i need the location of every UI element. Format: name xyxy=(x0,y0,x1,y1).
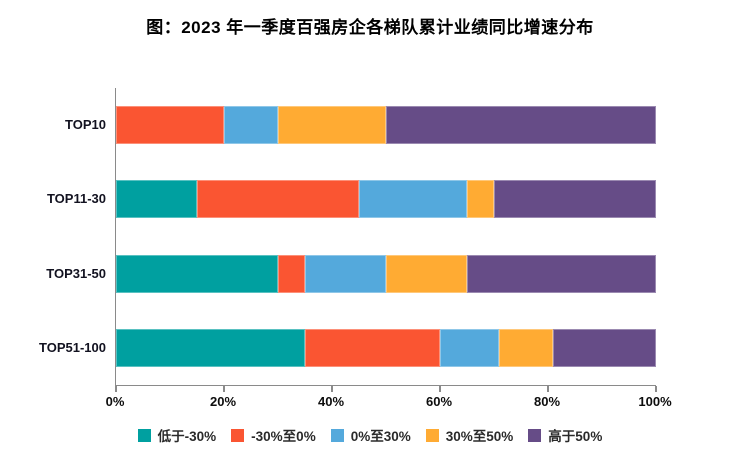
legend-label: 30%至50% xyxy=(445,429,514,444)
x-tick-mark xyxy=(547,386,549,392)
bar-segment xyxy=(494,180,656,219)
bar-segment xyxy=(386,106,656,145)
legend-swatch-icon xyxy=(330,428,344,442)
bar-row xyxy=(116,254,656,293)
legend-swatch-icon xyxy=(528,428,542,442)
bar-segment xyxy=(305,328,440,367)
x-tick-label: 0% xyxy=(105,394,125,409)
bar-segment xyxy=(499,328,554,367)
bar-segment xyxy=(467,254,656,293)
x-tick-label: 40% xyxy=(317,394,345,409)
bar-row xyxy=(116,106,656,145)
legend-swatch-icon xyxy=(425,428,439,442)
bar-segment xyxy=(197,180,359,219)
bar-segment xyxy=(278,106,386,145)
legend-swatch-icon xyxy=(137,428,151,442)
legend-swatch-icon xyxy=(231,428,245,442)
bar-segment xyxy=(278,254,305,293)
bar-segment xyxy=(386,254,467,293)
bar-segment xyxy=(116,106,224,145)
legend-item: -30%至0% xyxy=(231,425,316,445)
x-tick-label: 60% xyxy=(425,394,453,409)
x-tick-mark xyxy=(331,386,333,392)
bar-segment xyxy=(467,180,494,219)
bar-segment xyxy=(553,328,656,367)
bar-segment xyxy=(224,106,278,145)
bar-segment xyxy=(359,180,467,219)
x-tick-mark xyxy=(439,386,441,392)
bar-segment xyxy=(116,328,305,367)
legend-item: 0%至30% xyxy=(330,425,411,445)
plot-area xyxy=(115,88,656,386)
legend-label: 0%至30% xyxy=(350,429,411,444)
legend-label: 低于-30% xyxy=(157,429,217,444)
bar-segment xyxy=(116,180,197,219)
legend-label: 高于50% xyxy=(548,429,603,444)
x-tick-mark xyxy=(115,386,117,392)
chart-title: 图：2023 年一季度百强房企各梯队累计业绩同比增速分布 xyxy=(146,18,594,37)
bar-row xyxy=(116,328,656,367)
x-tick-label: 100% xyxy=(638,394,672,409)
x-tick-label: 80% xyxy=(533,394,561,409)
x-tick-mark xyxy=(223,386,225,392)
category-label: TOP11-30 xyxy=(46,191,106,207)
legend-label: -30%至0% xyxy=(251,429,316,444)
x-tick-label: 20% xyxy=(209,394,237,409)
bar-segment xyxy=(440,328,500,367)
bar-segment xyxy=(116,254,278,293)
legend-item: 高于50% xyxy=(528,425,602,445)
legend-item: 30%至50% xyxy=(425,425,514,445)
bar-row xyxy=(116,180,656,219)
category-label: TOP10 xyxy=(65,117,106,133)
category-label: TOP51-100 xyxy=(39,339,106,355)
legend-item: 低于-30% xyxy=(137,425,217,445)
legend: 低于-30% -30%至0% 0%至30% 30%至50% 高于50% xyxy=(0,425,740,445)
category-label: TOP31-50 xyxy=(46,265,106,281)
bar-segment xyxy=(305,254,386,293)
x-tick-mark xyxy=(655,386,657,392)
